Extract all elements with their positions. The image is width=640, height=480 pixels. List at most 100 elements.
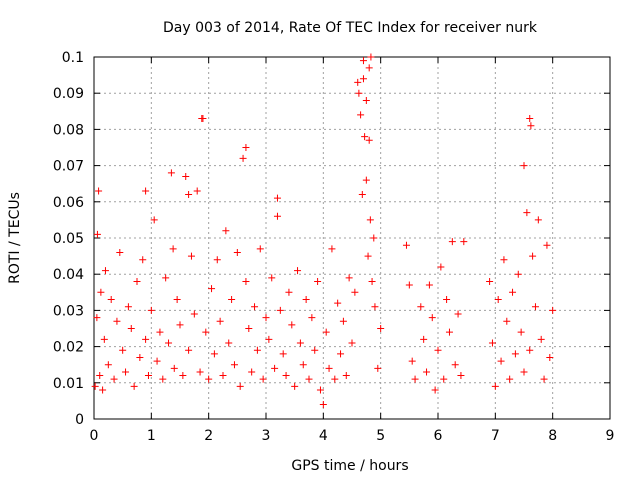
data-point xyxy=(133,277,141,285)
data-point xyxy=(365,64,373,72)
data-point xyxy=(144,372,152,380)
data-point xyxy=(162,274,170,282)
x-tick-label: 1 xyxy=(147,428,156,444)
x-tick-label: 7 xyxy=(491,428,500,444)
data-point xyxy=(348,339,356,347)
data-point xyxy=(196,368,204,376)
data-point xyxy=(182,172,190,180)
data-point xyxy=(514,270,522,278)
data-point xyxy=(408,357,416,365)
data-point xyxy=(119,346,127,354)
data-point xyxy=(359,57,367,65)
data-point xyxy=(368,277,376,285)
data-point xyxy=(491,382,499,390)
data-point xyxy=(91,382,99,390)
data-point xyxy=(273,194,281,202)
data-point xyxy=(448,238,456,246)
y-tick-label: 0.02 xyxy=(53,340,84,356)
data-point xyxy=(296,339,304,347)
data-point xyxy=(288,321,296,329)
y-tick-label: 0.07 xyxy=(53,159,84,175)
data-point xyxy=(540,375,548,383)
data-point xyxy=(454,310,462,318)
data-point xyxy=(549,306,557,314)
data-point xyxy=(305,375,313,383)
data-point xyxy=(173,296,181,304)
data-point xyxy=(500,256,508,264)
data-point xyxy=(93,314,101,322)
data-point xyxy=(216,317,224,325)
data-point xyxy=(377,325,385,332)
data-point xyxy=(411,375,419,383)
data-point xyxy=(366,216,374,224)
data-point xyxy=(362,96,370,104)
data-point xyxy=(96,372,104,380)
data-point xyxy=(222,227,230,235)
data-point xyxy=(150,216,158,224)
data-point xyxy=(299,361,307,369)
data-point xyxy=(219,372,227,380)
data-point xyxy=(405,281,413,289)
data-point xyxy=(262,314,270,322)
y-tick-label: 0.09 xyxy=(53,86,84,102)
data-point xyxy=(497,357,505,365)
data-point xyxy=(314,277,322,285)
data-point xyxy=(202,328,210,336)
data-point xyxy=(531,303,539,311)
data-point xyxy=(110,375,118,383)
data-point xyxy=(228,296,236,304)
data-point xyxy=(355,89,363,97)
data-point xyxy=(99,386,107,394)
data-point xyxy=(420,335,428,343)
data-point xyxy=(337,350,345,358)
data-point xyxy=(268,274,276,282)
data-point xyxy=(361,133,369,141)
data-point xyxy=(185,346,193,354)
chart-title: Day 003 of 2014, Rate Of TEC Index for r… xyxy=(163,20,538,36)
data-point xyxy=(100,335,108,343)
data-point xyxy=(331,375,339,383)
x-tick-label: 0 xyxy=(90,428,99,444)
x-tick-label: 6 xyxy=(434,428,443,444)
data-point xyxy=(526,115,534,123)
data-point xyxy=(517,328,525,336)
data-point xyxy=(308,314,316,322)
data-point xyxy=(113,317,121,325)
data-point xyxy=(139,256,147,264)
data-point xyxy=(291,382,299,390)
data-point xyxy=(529,252,537,260)
data-point xyxy=(425,281,433,289)
data-point xyxy=(276,306,284,314)
data-point xyxy=(374,364,382,372)
data-point xyxy=(319,401,327,409)
data-point xyxy=(367,53,375,61)
x-tick-labels: 0 1 2 3 4 5 6 7 8 9 xyxy=(90,428,615,444)
data-point xyxy=(457,372,465,380)
y-tick-label: 0.04 xyxy=(53,267,84,283)
data-point xyxy=(230,361,238,369)
data-point xyxy=(107,296,115,304)
data-point xyxy=(124,303,132,311)
data-point xyxy=(527,122,535,130)
data-point xyxy=(176,321,184,329)
data-point xyxy=(351,288,359,296)
data-point xyxy=(208,285,216,293)
data-point xyxy=(488,339,496,347)
data-point xyxy=(142,187,150,195)
data-point xyxy=(153,357,161,365)
data-point xyxy=(364,252,372,260)
data-point xyxy=(165,339,173,347)
data-point xyxy=(101,267,109,275)
data-point xyxy=(251,303,259,311)
data-point xyxy=(503,317,511,325)
data-point xyxy=(179,372,187,380)
data-point xyxy=(130,382,138,390)
data-point xyxy=(494,296,502,304)
data-point xyxy=(402,241,410,249)
x-tick-label: 4 xyxy=(319,428,328,444)
data-point xyxy=(156,328,164,336)
data-point xyxy=(509,288,517,296)
data-point xyxy=(170,364,178,372)
data-point xyxy=(339,317,347,325)
